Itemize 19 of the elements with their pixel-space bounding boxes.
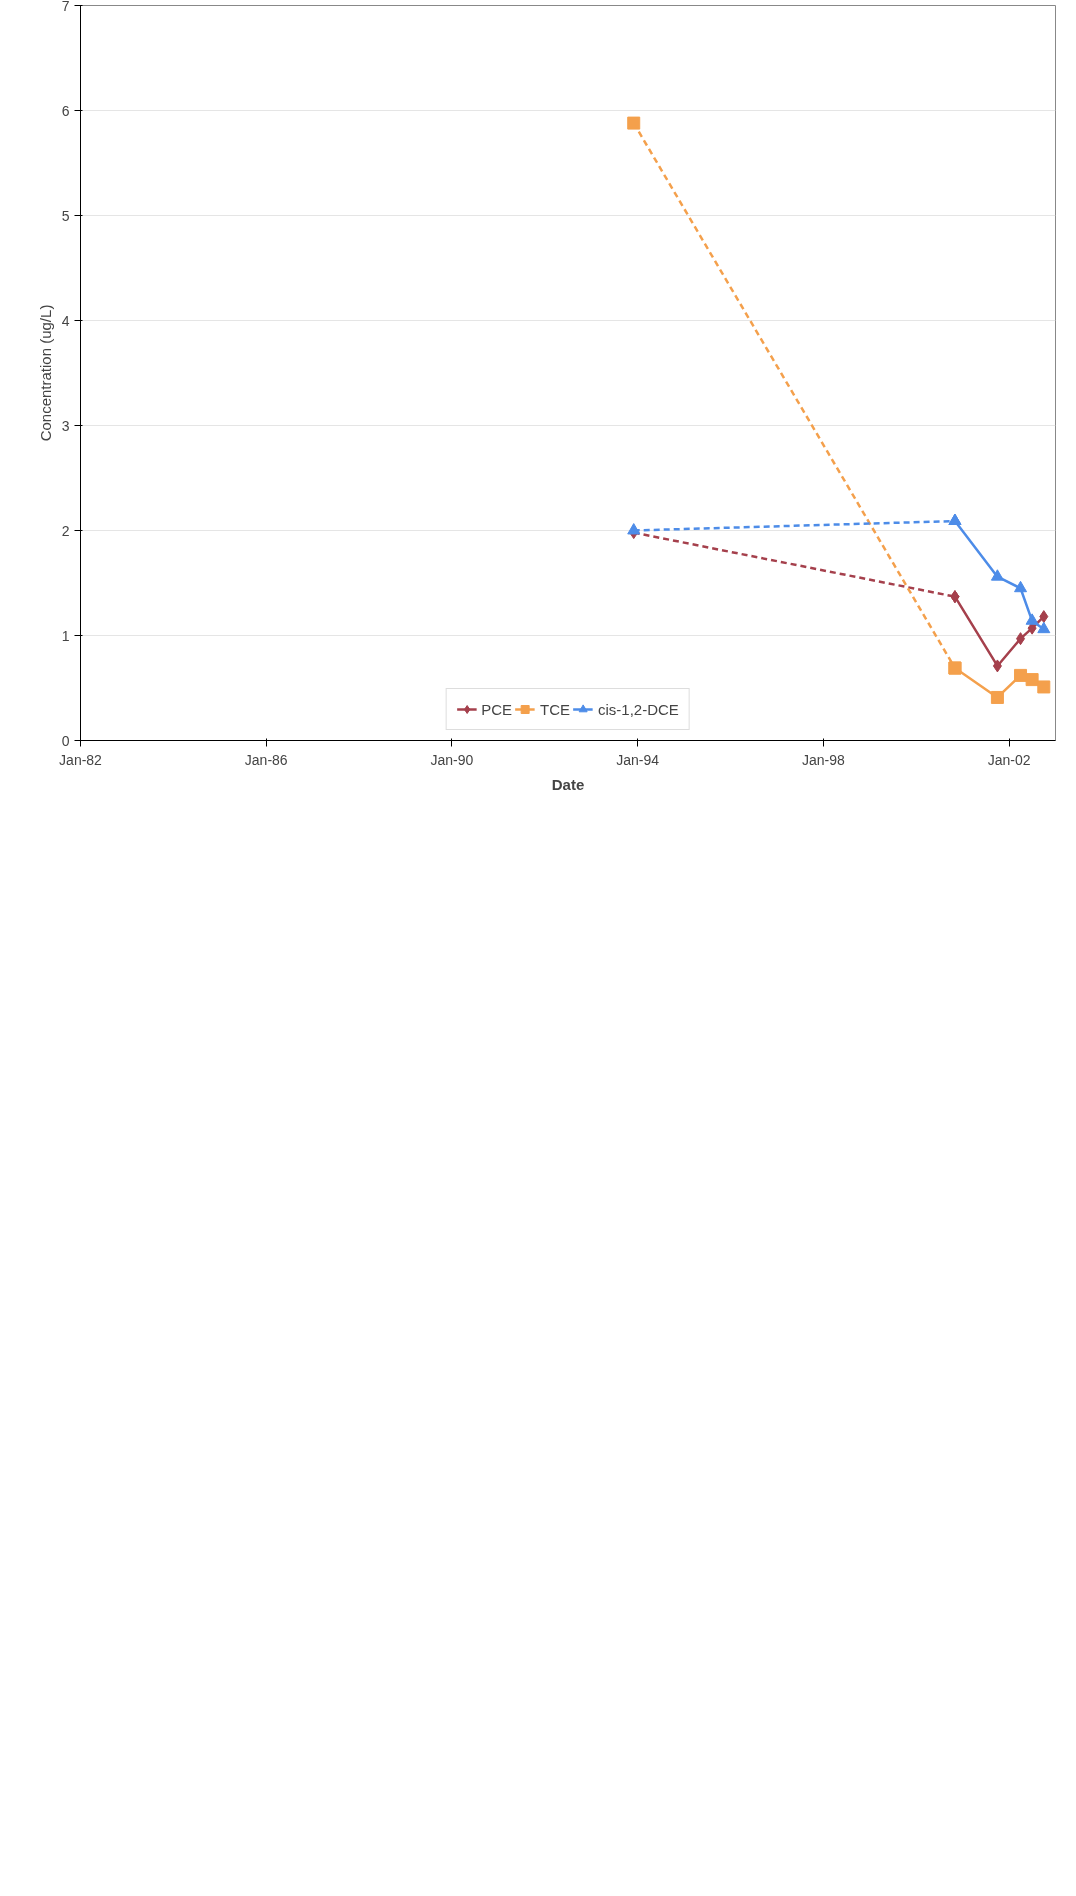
legend-label: cis-1,2-DCE — [597, 700, 679, 718]
x-tick-label: Jan-90 — [430, 751, 474, 768]
x-tick-label: Jan-02 — [987, 751, 1031, 768]
y-tick-label: 6 — [61, 102, 70, 119]
y-tick-label: 5 — [61, 207, 70, 224]
y-tick-label: 0 — [61, 732, 70, 749]
y-tick-label: 7 — [61, 0, 70, 14]
y-axis-title: Concentration (ug/L) — [36, 304, 54, 442]
x-tick-label: Jan-98 — [801, 751, 845, 768]
y-tick-label: 2 — [61, 522, 70, 539]
x-axis-title: Date — [551, 775, 585, 793]
y-tick-label: 4 — [61, 312, 70, 329]
x-tick-label: Jan-82 — [59, 751, 103, 768]
y-tick-label: 1 — [61, 627, 70, 644]
x-tick-label: Jan-94 — [616, 751, 660, 768]
y-tick-label: 3 — [61, 417, 70, 434]
legend-label: PCE — [481, 700, 512, 718]
legend-label: TCE — [539, 700, 570, 718]
x-tick-label: Jan-86 — [244, 751, 288, 768]
